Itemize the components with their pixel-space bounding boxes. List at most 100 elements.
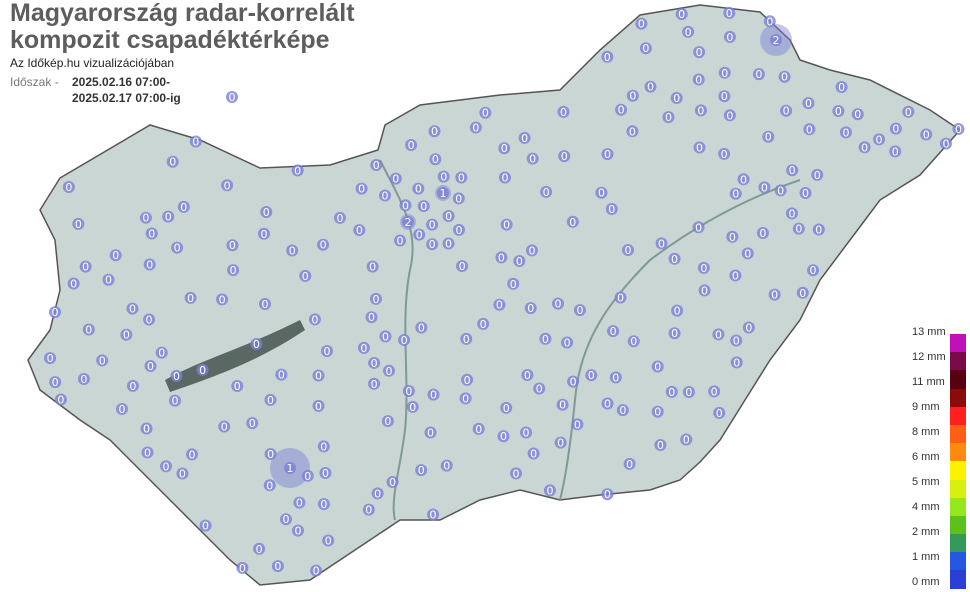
station-marker[interactable]: 0 [920, 128, 933, 141]
station-marker[interactable]: 0 [730, 356, 743, 369]
station-marker[interactable]: 0 [558, 150, 571, 163]
station-marker[interactable]: 0 [723, 6, 736, 20]
station-marker[interactable]: 0 [79, 260, 92, 274]
station-marker[interactable]: 0 [694, 104, 707, 117]
station-marker[interactable]: 0 [626, 89, 639, 103]
station-marker[interactable]: 0 [77, 372, 90, 386]
station-marker[interactable]: 0 [442, 209, 455, 223]
station-marker[interactable]: 0 [763, 15, 776, 28]
station-marker[interactable]: 0 [601, 488, 614, 501]
station-marker[interactable]: 0 [216, 293, 229, 306]
station-marker[interactable]: 0 [858, 141, 871, 154]
station-marker[interactable]: 0 [186, 448, 199, 461]
station-marker[interactable]: 0 [258, 297, 271, 311]
station-marker[interactable]: 0 [415, 464, 428, 477]
station-marker[interactable]: 0 [626, 125, 639, 138]
station-marker[interactable]: 0 [286, 244, 299, 257]
station-marker[interactable]: 0 [889, 145, 902, 158]
station-marker[interactable]: 0 [440, 459, 453, 473]
station-marker[interactable]: 0 [601, 397, 614, 411]
station-marker[interactable]: 0 [803, 123, 816, 136]
station-marker[interactable]: 0 [567, 375, 580, 389]
station-marker[interactable]: 0 [378, 189, 391, 203]
station-marker[interactable]: 0 [635, 17, 648, 31]
station-marker[interactable]: 0 [427, 388, 440, 402]
station-marker[interactable]: 0 [873, 133, 886, 146]
station-marker[interactable]: 0 [774, 184, 787, 197]
station-marker[interactable]: 0 [729, 187, 742, 201]
station-marker[interactable]: 0 [513, 254, 526, 268]
station-marker[interactable]: 0 [231, 380, 244, 393]
station-marker[interactable]: 0 [670, 91, 683, 105]
station-marker[interactable]: 0 [889, 122, 902, 136]
station-marker[interactable]: 0 [556, 398, 569, 412]
station-marker[interactable]: 0 [184, 291, 197, 305]
station-marker[interactable]: 0 [623, 457, 636, 471]
station-marker[interactable]: 0 [518, 131, 531, 145]
station-marker[interactable]: 0 [507, 277, 520, 291]
station-marker[interactable]: 0 [693, 46, 706, 59]
station-marker[interactable]: 0 [170, 369, 183, 383]
station-marker[interactable]: 0 [370, 158, 383, 172]
station-marker[interactable]: 0 [412, 182, 425, 196]
station-marker[interactable]: 0 [168, 394, 181, 408]
station-marker[interactable]: 0 [67, 277, 80, 291]
station-marker[interactable]: 0 [355, 182, 368, 196]
station-marker[interactable]: 0 [627, 335, 640, 348]
station-marker[interactable]: 0 [729, 269, 742, 282]
station-marker[interactable]: 0 [812, 223, 825, 237]
station-marker[interactable]: 0 [595, 186, 608, 200]
station-marker[interactable]: 0 [585, 369, 598, 382]
station-marker[interactable]: 0 [312, 369, 325, 383]
station-marker[interactable]: 0 [493, 298, 506, 312]
station-marker[interactable]: 0 [601, 148, 614, 161]
station-marker[interactable]: 0 [807, 264, 820, 277]
station-marker[interactable]: 0 [469, 121, 482, 135]
station-marker[interactable]: 0 [308, 313, 321, 326]
station-marker[interactable]: 0 [379, 330, 392, 343]
station-marker[interactable]: 0 [622, 243, 635, 257]
station-marker[interactable]: 0 [654, 438, 667, 452]
station-marker[interactable]: 0 [382, 364, 395, 378]
station-marker[interactable]: 0 [614, 291, 627, 304]
station-marker[interactable]: 0 [424, 426, 437, 440]
station-marker[interactable]: 0 [495, 251, 508, 264]
station-marker[interactable]: 0 [126, 379, 139, 393]
station-marker[interactable]: 0 [692, 221, 705, 234]
station-marker[interactable]: 0 [120, 328, 133, 342]
station-marker[interactable]: 0 [718, 147, 731, 161]
station-marker[interactable]: 0 [321, 344, 334, 358]
station-marker[interactable]: 0 [155, 346, 168, 360]
station-marker[interactable]: 0 [651, 405, 664, 419]
station-marker[interactable]: 0 [141, 446, 154, 459]
station-marker[interactable]: 0 [109, 249, 122, 262]
station-marker[interactable]: 0 [381, 415, 394, 428]
station-marker[interactable]: 0 [554, 436, 567, 450]
station-marker[interactable]: 0 [616, 404, 629, 417]
station-marker[interactable]: 0 [668, 252, 681, 266]
station-marker[interactable]: 0 [389, 172, 402, 186]
station-marker[interactable]: 0 [426, 218, 439, 232]
station-marker[interactable]: 0 [539, 332, 552, 346]
station-marker[interactable]: 0 [429, 153, 442, 166]
station-marker[interactable]: 0 [665, 385, 678, 399]
station-marker[interactable]: 0 [726, 230, 739, 244]
station-marker[interactable]: 0 [752, 68, 765, 81]
station-marker[interactable]: 0 [762, 130, 775, 144]
station-marker[interactable]: 0 [662, 111, 675, 124]
station-marker[interactable]: 0 [310, 564, 323, 578]
station-marker[interactable]: 0 [461, 373, 474, 387]
station-marker[interactable]: 0 [162, 210, 175, 224]
station-marker[interactable]: 0 [353, 224, 366, 237]
station-marker[interactable]: 0 [54, 393, 67, 406]
station-marker[interactable]: 0 [902, 105, 915, 119]
station-marker[interactable]: 0 [741, 247, 754, 260]
station-marker[interactable]: 0 [365, 311, 378, 324]
station-marker[interactable]: 0 [160, 460, 173, 473]
station-marker[interactable]: 0 [479, 106, 492, 120]
station-marker[interactable]: 0 [394, 234, 407, 248]
station-marker[interactable]: 0 [712, 328, 725, 341]
station-marker[interactable]: 0 [557, 105, 570, 119]
station-marker[interactable]: 0 [615, 103, 628, 117]
station-marker[interactable]: 0 [96, 354, 109, 367]
